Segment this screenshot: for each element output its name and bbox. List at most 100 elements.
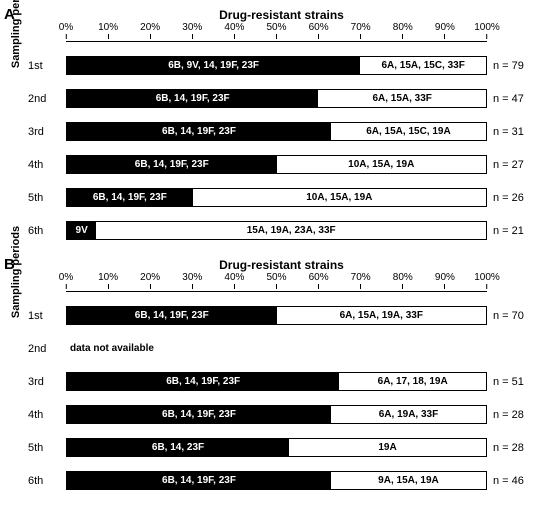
x-axis-tick: 0%	[59, 272, 73, 289]
x-axis-tick-label: 70%	[351, 272, 371, 283]
x-axis-tick: 20%	[140, 22, 160, 39]
x-axis-tick: 10%	[98, 22, 118, 39]
bar-segment: 19A	[289, 439, 486, 456]
x-axis-tick-label: 40%	[224, 22, 244, 33]
bar-segment: 9V	[67, 222, 96, 239]
y-axis-title: Sampling periods	[10, 0, 22, 68]
x-axis-tick-mark	[318, 284, 319, 289]
x-axis-tick-mark	[234, 284, 235, 289]
row-label: 6th	[26, 221, 66, 240]
x-axis: 0%10%20%30%40%50%60%70%80%90%100%	[66, 272, 487, 292]
x-axis-tick: 10%	[98, 272, 118, 289]
x-axis-tick-label: 60%	[309, 22, 329, 33]
bar-row: 6B, 14, 19F, 23F6A, 15A, 15C, 19A	[66, 122, 487, 141]
figure-root: ADrug-resistant strainsSampling periods1…	[6, 8, 537, 490]
bar-row: 6B, 14, 23F19A	[66, 438, 487, 457]
chart-title: Drug-resistant strains	[26, 258, 537, 272]
bar-segment: 10A, 15A, 19A	[193, 189, 486, 206]
x-axis-tick-label: 60%	[309, 272, 329, 283]
bar-segment: 6A, 15A, 19A, 33F	[277, 307, 487, 324]
bar-segment: 6B, 9V, 14, 19F, 23F	[67, 57, 360, 74]
x-axis-tick-mark	[444, 34, 445, 39]
bar-segment: 6B, 14, 19F, 23F	[67, 472, 331, 489]
x-axis-tick: 60%	[309, 272, 329, 289]
x-axis-line	[66, 41, 487, 42]
row-label: 2nd	[26, 339, 66, 358]
x-axis-tick: 30%	[182, 272, 202, 289]
row-label: 4th	[26, 155, 66, 174]
x-axis-tick: 50%	[266, 22, 286, 39]
n-label: n = 46	[487, 471, 537, 490]
row-label: 1st	[26, 306, 66, 325]
x-axis-tick-label: 0%	[59, 22, 73, 33]
row-label: 3rd	[26, 372, 66, 391]
n-labels: n = 70n = 51n = 28n = 28n = 46	[487, 272, 537, 490]
not-available-text: data not available	[66, 339, 487, 358]
bar-segment: 15A, 19A, 23A, 33F	[96, 222, 486, 239]
row-label: 1st	[26, 56, 66, 75]
bar-segment: 6A, 15A, 33F	[318, 90, 486, 107]
x-axis-line	[66, 291, 487, 292]
x-axis-tick: 100%	[474, 22, 500, 39]
bar-segment: 6B, 14, 19F, 23F	[67, 90, 318, 107]
x-axis-tick-label: 10%	[98, 272, 118, 283]
bar-segment: 6B, 14, 23F	[67, 439, 289, 456]
bar-segment: 6B, 14, 19F, 23F	[67, 156, 277, 173]
bar-segment: 6A, 15A, 15C, 19A	[331, 123, 486, 140]
row-label: 5th	[26, 188, 66, 207]
x-axis-tick-mark	[65, 284, 66, 289]
x-axis-tick-mark	[402, 284, 403, 289]
x-axis-tick: 90%	[435, 22, 455, 39]
x-axis-tick: 100%	[474, 272, 500, 289]
bar-row: 6B, 14, 19F, 23F10A, 15A, 19A	[66, 188, 487, 207]
chart-body: Sampling periods1st2nd3rd4th5th6th0%10%2…	[6, 272, 537, 490]
x-axis-tick-mark	[444, 284, 445, 289]
x-axis-tick-mark	[108, 34, 109, 39]
x-axis-tick-label: 90%	[435, 22, 455, 33]
x-axis-tick: 60%	[309, 22, 329, 39]
x-axis-tick-mark	[65, 34, 66, 39]
bar-row: 9V15A, 19A, 23A, 33F	[66, 221, 487, 240]
x-axis-tick-mark	[318, 34, 319, 39]
n-label: n = 70	[487, 306, 537, 325]
x-axis-tick: 40%	[224, 272, 244, 289]
x-axis-tick: 80%	[393, 22, 413, 39]
y-axis-title: Sampling periods	[10, 226, 22, 318]
x-axis-tick-label: 10%	[98, 22, 118, 33]
n-label: n = 27	[487, 155, 537, 174]
row-label: 6th	[26, 471, 66, 490]
x-axis-tick-label: 50%	[266, 22, 286, 33]
n-label: n = 26	[487, 188, 537, 207]
bar-row: 6B, 14, 19F, 23F9A, 15A, 19A	[66, 471, 487, 490]
row-labels: 1st2nd3rd4th5th6th	[26, 22, 66, 240]
x-axis-tick-label: 20%	[140, 272, 160, 283]
x-axis: 0%10%20%30%40%50%60%70%80%90%100%	[66, 22, 487, 42]
bars-container: 6B, 14, 19F, 23F6A, 15A, 19A, 33Fdata no…	[66, 306, 487, 490]
row-label: 2nd	[26, 89, 66, 108]
bar-segment: 6B, 14, 19F, 23F	[67, 189, 193, 206]
row-labels: 1st2nd3rd4th5th6th	[26, 272, 66, 490]
x-axis-tick-label: 30%	[182, 272, 202, 283]
x-axis-tick: 70%	[351, 22, 371, 39]
x-axis-tick: 70%	[351, 272, 371, 289]
x-axis-tick-label: 0%	[59, 272, 73, 283]
bar-row: 6B, 14, 19F, 23F6A, 15A, 33F	[66, 89, 487, 108]
n-label: n = 21	[487, 221, 537, 240]
bar-segment: 6B, 14, 19F, 23F	[67, 307, 277, 324]
n-labels: n = 79n = 47n = 31n = 27n = 26n = 21	[487, 22, 537, 240]
panel-b: BDrug-resistant strainsSampling periods1…	[6, 258, 537, 490]
x-axis-tick-mark	[234, 34, 235, 39]
bar-row: 6B, 14, 19F, 23F6A, 15A, 19A, 33F	[66, 306, 487, 325]
x-axis-tick-mark	[150, 34, 151, 39]
x-axis-tick-label: 100%	[474, 22, 500, 33]
n-label	[487, 339, 537, 358]
x-axis-tick: 50%	[266, 272, 286, 289]
bar-segment: 6B, 14, 19F, 23F	[67, 123, 331, 140]
x-axis-tick-mark	[486, 284, 487, 289]
x-axis-tick-label: 30%	[182, 22, 202, 33]
x-axis-tick-label: 40%	[224, 272, 244, 283]
row-label: 5th	[26, 438, 66, 457]
x-axis-tick-label: 80%	[393, 272, 413, 283]
bar-row: 6B, 14, 19F, 23F10A, 15A, 19A	[66, 155, 487, 174]
bar-segment: 6B, 14, 19F, 23F	[67, 373, 339, 390]
